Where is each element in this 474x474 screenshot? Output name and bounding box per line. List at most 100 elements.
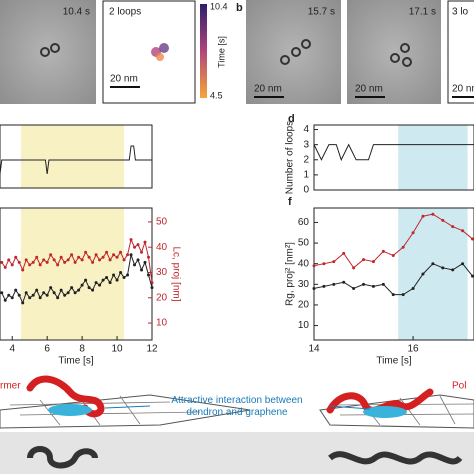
data-point [421,272,425,276]
data-point [461,229,465,233]
data-point [35,255,39,259]
data-point [35,288,39,292]
data-point [87,255,91,259]
trace-label: 2 loops [109,7,141,18]
plot-frame [0,207,153,341]
data-point [143,260,147,264]
y-tick-label: 40 [298,258,310,269]
data-point [28,263,32,267]
data-point [471,274,474,278]
data-point [38,296,42,300]
data-point [7,258,11,262]
data-point [136,243,140,247]
particle [301,39,311,49]
data-point [381,282,385,286]
data-point [0,291,4,295]
polymer [26,375,105,418]
data-point [52,291,56,295]
data-point [31,293,35,297]
x-axis-label: Time [s] [376,356,411,367]
x-tick-label: 8 [79,344,85,355]
data-point [391,253,395,257]
label-right: Pol [452,381,466,392]
data-point [431,262,435,266]
data-point [352,286,356,290]
particle [50,43,60,53]
data-point [441,266,445,270]
x-tick-label: 6 [44,344,50,355]
y-tick-label: 50 [298,238,310,249]
scale-label: 20 nm [452,84,474,95]
y-tick-label: 10 [298,320,310,331]
scale-label: 20 nm [355,84,383,95]
y-tick-label: 0 [303,185,309,196]
particle [280,55,290,65]
data-point [115,278,119,282]
data-point [119,270,123,274]
data-point [150,286,154,290]
data-point [461,262,465,266]
schematic [328,451,463,465]
data-point [70,253,74,257]
data-point [77,255,81,259]
data-point [401,293,405,297]
data-point [371,284,375,288]
data-point [31,260,35,264]
x-axis-label: Time [s] [58,356,93,367]
y2-tick-label: 10 [156,318,168,329]
frame-time: 15.7 s [308,7,335,18]
data-point [451,225,455,229]
y-tick-label: 20 [298,300,310,311]
data-point [17,260,21,264]
y-tick-label: 30 [298,279,310,290]
x-tick-label: 16 [408,344,420,355]
data-point [98,258,102,262]
series-line [313,143,474,162]
y-axis-label: Rg, proj² [nm²] [285,242,296,306]
particle [390,53,400,63]
colorbar-top: 10.4 [210,1,228,11]
data-point [24,291,28,295]
data-point [10,263,14,267]
colorbar-label: Time [s] [216,36,226,68]
data-point [45,293,49,297]
y2-tick-label: 20 [156,292,168,303]
y-tick-label: 2 [303,154,309,165]
schematic [27,446,98,469]
data-point [38,263,42,267]
x-tick-label: 4 [9,344,15,355]
data-point [56,263,60,267]
data-point [87,286,91,290]
data-point [94,253,98,257]
y-tick-label: 1 [303,170,309,181]
frame-time: 10.4 s [63,7,90,18]
data-point [322,284,326,288]
data-point [80,258,84,262]
data-point [63,260,67,264]
data-point [322,262,326,266]
data-point [451,268,455,272]
data-point [3,298,7,302]
data-point [105,250,109,254]
highlight-span [20,125,125,188]
micrograph [246,0,341,104]
colorbar [200,4,207,98]
x-tick-label: 10 [111,344,123,355]
data-point [49,286,53,290]
scale-label: 20 nm [110,74,138,85]
data-point [21,268,25,272]
data-point [115,255,119,259]
data-point [66,258,70,262]
data-point [108,258,112,262]
data-point [7,293,11,297]
data-point [66,291,70,295]
data-point [28,296,32,300]
data-point [112,253,116,257]
x-tick-label: 14 [308,344,320,355]
particle [400,43,410,53]
data-point [401,245,405,249]
data-point [59,288,63,292]
data-point [77,288,81,292]
data-point [471,237,474,241]
pointer [104,405,151,409]
